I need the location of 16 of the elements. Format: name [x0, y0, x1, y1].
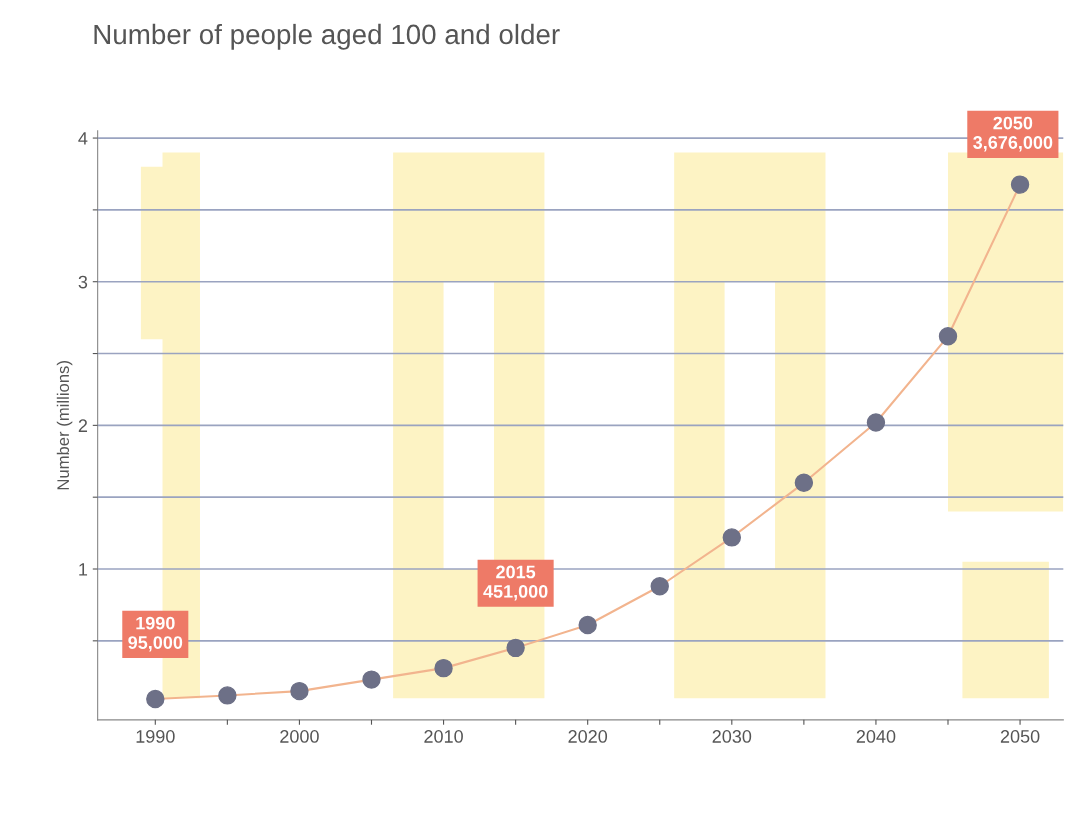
y-tick-label: 2: [78, 419, 88, 432]
x-tick-label: 2020: [568, 730, 608, 743]
annotation: 2015 451,000: [483, 565, 548, 601]
y-tick-label: 3: [78, 275, 88, 289]
annotation: 1990 95,000: [128, 616, 183, 652]
y-tick-label: 1: [79, 563, 88, 576]
chart-title: Number of people aged 100 and older: [94, 23, 560, 50]
x-tick-label: 2040: [856, 730, 896, 743]
x-tick-label: 2030: [712, 730, 752, 743]
annotation: 2050 3,676,000: [973, 116, 1053, 152]
x-tick-label: 2000: [280, 730, 319, 743]
x-tick-label: 1990: [136, 730, 175, 743]
x-tick-label: 2050: [1000, 730, 1040, 743]
x-tick-label: 2010: [424, 730, 463, 743]
y-axis-title: Number (millions): [56, 361, 73, 490]
y-tick-label: 4: [78, 132, 88, 145]
